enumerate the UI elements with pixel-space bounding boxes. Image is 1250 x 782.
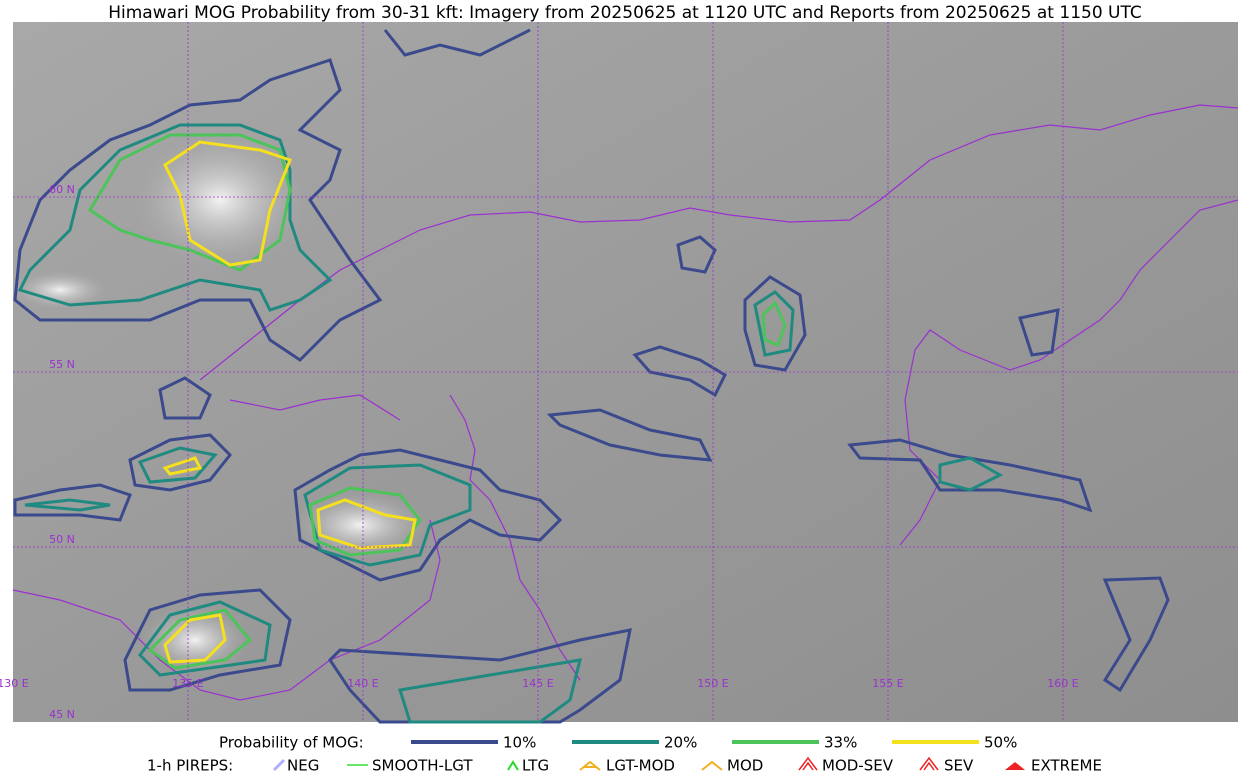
longitude-label: 130 E [0, 677, 29, 690]
contour-20 [938, 456, 1004, 492]
pirep-symbol [798, 756, 818, 771]
legend-label: MOD [727, 757, 763, 775]
longitude-label: 140 E [347, 677, 378, 690]
contour-10 [13, 58, 383, 362]
longitude-label: 135 E [172, 677, 203, 690]
coastline [449, 394, 581, 681]
longitude-label: 145 E [522, 677, 553, 690]
contour-50 [163, 613, 227, 664]
contour-50 [163, 140, 292, 267]
legend-label: 10% [503, 734, 536, 752]
legend-label: SMOOTH-LGT [372, 757, 473, 775]
contour-20 [398, 658, 583, 724]
contour-20 [137, 446, 218, 484]
legend-title: Probability of MOG: [219, 734, 364, 752]
contour-33 [147, 608, 253, 670]
legend-label: 20% [664, 734, 697, 752]
legend: Probability of MOG: 1-h PIREPS: 10% 20% 33… [147, 734, 1102, 775]
contour-10 [1018, 308, 1060, 357]
latitude-label: 45 N [49, 708, 75, 721]
legend-label: LGT-MOD [606, 757, 675, 775]
contour-20 [303, 463, 472, 567]
pirep-symbol [579, 760, 601, 771]
legend-label: SEV [944, 757, 974, 775]
pirep-symbol [507, 760, 519, 771]
coastline [899, 199, 1239, 546]
contour-10 [328, 628, 632, 724]
legend-label: LTG [522, 757, 549, 775]
contour-10 [676, 235, 717, 274]
contour-10 [123, 588, 292, 692]
longitude-label: 155 E [872, 677, 903, 690]
contour-20 [17, 123, 333, 312]
contour-33 [308, 486, 422, 557]
contour-50 [316, 498, 417, 550]
pirep-symbol [701, 760, 723, 771]
cloud [10, 270, 110, 310]
legend-label: NEG [287, 757, 319, 775]
contour-10 [546, 408, 713, 462]
latitude-label: 55 N [49, 358, 75, 371]
contour-20 [753, 290, 795, 357]
legend-label: EXTREME [1031, 757, 1102, 775]
contour-33 [87, 133, 292, 272]
coastline [229, 394, 401, 421]
contour-20 [24, 498, 111, 512]
contour-20 [138, 600, 272, 677]
coastline [12, 519, 441, 701]
coastline [199, 104, 1239, 381]
legend-label: 33% [824, 734, 857, 752]
contour-10 [743, 275, 807, 372]
contour-10 [158, 376, 212, 420]
contour-10 [847, 438, 1093, 513]
legend-label: 50% [984, 734, 1017, 752]
pirep-symbol [919, 756, 939, 771]
legend-label: MOD-SEV [822, 757, 894, 775]
contour-33 [761, 300, 787, 347]
contour-10 [293, 448, 563, 582]
latitude-label: 50 N [49, 533, 75, 546]
contour-10 [383, 28, 531, 57]
pirep-symbol [272, 758, 286, 772]
legend-title: 1-h PIREPS: [147, 757, 233, 775]
map-area: 60 N 55 N 50 N 45 N 130 E 135 E 140 E 145 E 150 … [0, 22, 1239, 724]
contour-50 [162, 456, 203, 476]
latitude-label: 60 N [49, 183, 75, 196]
pirep-symbol [1005, 762, 1025, 770]
contour-10 [632, 345, 727, 398]
title: Himawari MOG Probability from 30-31 kft:… [108, 3, 1142, 23]
contour-10 [1102, 576, 1170, 693]
longitude-label: 150 E [697, 677, 728, 690]
contour-10 [128, 433, 233, 492]
contour-10 [13, 483, 132, 522]
longitude-label: 160 E [1047, 677, 1078, 690]
